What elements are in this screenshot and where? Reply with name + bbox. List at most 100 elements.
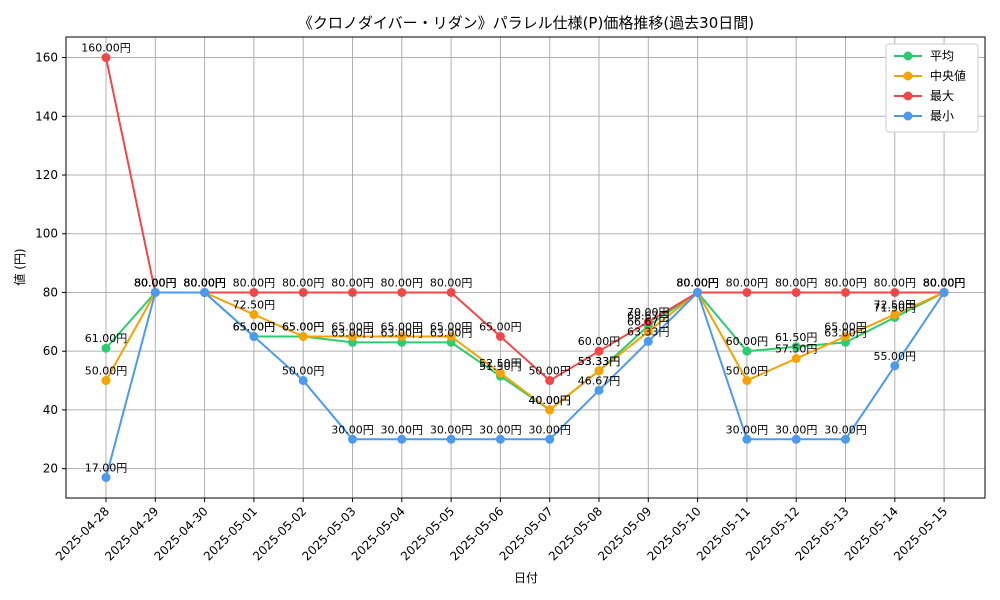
data-label: 72.50円 <box>874 298 917 311</box>
data-label: 30.00円 <box>331 423 374 436</box>
data-point <box>545 405 555 415</box>
data-label: 66.67円 <box>627 316 670 329</box>
data-point <box>101 376 111 386</box>
data-label: 60.00円 <box>726 335 769 348</box>
legend-entry: 平均 <box>930 49 954 63</box>
data-label: 80.00円 <box>134 276 177 289</box>
data-label: 80.00円 <box>676 276 719 289</box>
data-point <box>298 287 308 297</box>
data-point <box>446 434 456 444</box>
legend-swatch-marker <box>903 51 913 61</box>
data-label: 40.00円 <box>528 394 571 407</box>
data-label: 65.00円 <box>381 321 424 334</box>
data-label: 63.33円 <box>627 325 670 338</box>
data-point <box>397 434 407 444</box>
data-label: 65.00円 <box>233 321 276 334</box>
data-label: 80.00円 <box>183 276 226 289</box>
data-label: 50.00円 <box>528 365 571 378</box>
data-label: 65.00円 <box>430 321 473 334</box>
data-point <box>643 317 653 327</box>
y-tick-label: 60 <box>43 344 58 358</box>
data-label: 80.00円 <box>381 276 424 289</box>
data-label: 80.00円 <box>183 276 226 289</box>
data-label: 63.00円 <box>381 326 424 339</box>
data-point <box>643 336 653 346</box>
data-point <box>791 287 801 297</box>
data-point <box>495 332 505 342</box>
data-label: 68.67円 <box>627 310 670 323</box>
data-point <box>298 376 308 386</box>
data-point <box>249 287 259 297</box>
data-label: 80.00円 <box>134 276 177 289</box>
data-label: 80.00円 <box>923 276 966 289</box>
data-label: 30.00円 <box>775 423 818 436</box>
data-label: 65.00円 <box>824 321 867 334</box>
data-label: 63.00円 <box>331 326 374 339</box>
data-point <box>791 342 801 352</box>
data-label: 80.00円 <box>824 276 867 289</box>
legend-swatch-marker <box>903 71 913 81</box>
data-label: 30.00円 <box>430 423 473 436</box>
data-label: 63.00円 <box>824 326 867 339</box>
legend-entry: 最大 <box>930 89 954 103</box>
data-point <box>545 376 555 386</box>
data-label: 65.00円 <box>282 321 325 334</box>
y-axis-ticks: 20 40 60 80 100 120 140 160 <box>35 51 66 476</box>
data-label: 80.00円 <box>331 276 374 289</box>
data-point <box>890 287 900 297</box>
data-point <box>446 332 456 342</box>
x-axis-ticks: 2025-04-282025-04-292025-04-302025-05-01… <box>53 498 950 563</box>
x-axis-label: 日付 <box>514 571 538 585</box>
data-label: 40.00円 <box>528 394 571 407</box>
data-point <box>249 309 259 319</box>
data-point <box>101 343 111 353</box>
data-label: 80.00円 <box>430 276 473 289</box>
data-label: 80.00円 <box>676 276 719 289</box>
data-point <box>594 385 604 395</box>
data-label: 57.50円 <box>775 343 818 356</box>
data-label: 65.00円 <box>282 321 325 334</box>
data-point <box>742 346 752 356</box>
series-line <box>105 290 945 412</box>
data-label: 80.00円 <box>134 276 177 289</box>
data-label: 53.33円 <box>578 355 621 368</box>
data-label: 80.00円 <box>874 276 917 289</box>
data-point <box>742 434 752 444</box>
data-label: 80.00円 <box>233 276 276 289</box>
data-point <box>495 368 505 378</box>
data-label: 50.00円 <box>282 365 325 378</box>
y-tick-label: 100 <box>35 227 58 241</box>
grid-lines <box>66 37 985 498</box>
data-point <box>348 287 357 297</box>
data-point <box>693 287 703 297</box>
data-label: 65.00円 <box>331 321 374 334</box>
y-tick-label: 80 <box>43 285 58 299</box>
data-point <box>841 332 850 342</box>
y-tick-label: 40 <box>43 403 58 417</box>
data-label: 50.00円 <box>726 365 769 378</box>
data-label: 17.00円 <box>85 461 128 474</box>
data-point <box>841 287 850 297</box>
data-point <box>841 434 850 444</box>
data-point <box>101 472 111 482</box>
data-label: 80.00円 <box>923 276 966 289</box>
data-label: 30.00円 <box>528 423 571 436</box>
data-label: 65.00円 <box>479 321 522 334</box>
data-label: 80.00円 <box>726 276 769 289</box>
data-label: 30.00円 <box>726 423 769 436</box>
data-label: 80.00円 <box>134 276 177 289</box>
data-point <box>348 434 357 444</box>
data-label: 50.00円 <box>85 365 128 378</box>
data-label: 52.50円 <box>479 357 522 370</box>
data-point <box>791 434 801 444</box>
plot-frame <box>65 36 986 499</box>
data-point <box>594 346 604 356</box>
data-point <box>791 354 801 364</box>
y-tick-label: 20 <box>43 462 58 476</box>
data-point <box>249 332 259 342</box>
data-label: 72.50円 <box>233 298 276 311</box>
data-point <box>101 53 111 63</box>
